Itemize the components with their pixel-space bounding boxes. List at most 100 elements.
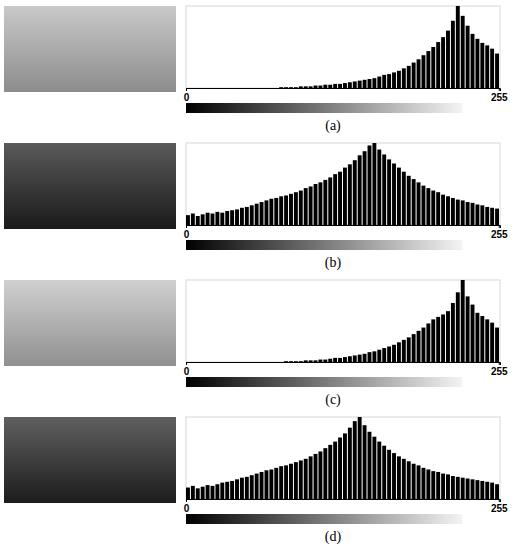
histogram-bar (441, 314, 445, 362)
histogram-bar (304, 360, 308, 362)
histogram-bar (250, 475, 254, 499)
histogram-bar (328, 177, 332, 225)
histogram-bar (304, 188, 308, 225)
histogram-bar (260, 472, 264, 499)
histogram-bar (230, 88, 234, 89)
histogram-bar (377, 350, 381, 362)
histogram-bar (289, 87, 293, 88)
histogram-bar (431, 191, 435, 225)
histogram-bar (363, 80, 367, 88)
histogram-bar (196, 216, 200, 225)
histogram-bar (343, 83, 347, 88)
tick-mark (186, 88, 187, 91)
gray-ramp (186, 514, 462, 524)
histogram-bar (284, 361, 288, 362)
histogram-bar (451, 303, 455, 362)
histogram-bar (392, 345, 396, 362)
axis-line (187, 89, 501, 92)
tick-mark (499, 499, 500, 502)
histogram-bar (240, 88, 244, 89)
histogram-bar (333, 174, 337, 225)
histogram-bar (250, 88, 254, 89)
histogram-bar (480, 316, 484, 362)
histogram-bar (191, 88, 195, 89)
tick: 0 (184, 88, 190, 103)
plot-frame (186, 143, 500, 225)
histogram-bar (402, 459, 406, 499)
histogram-bar (417, 59, 421, 88)
histogram-bar (446, 196, 450, 225)
histogram-bar (392, 453, 396, 499)
histogram-bar (284, 195, 288, 225)
histogram-bar (211, 486, 215, 499)
histogram-bar (397, 342, 401, 362)
histogram-bar (382, 348, 386, 362)
histogram-bar (250, 362, 254, 363)
histogram-bar (323, 360, 327, 362)
histogram-bar (235, 209, 239, 225)
histogram-bar (377, 150, 381, 225)
histogram-bar (196, 88, 200, 89)
histogram-bar (274, 88, 278, 89)
histogram-bar (436, 317, 440, 362)
panel: 0255(d) (4, 417, 508, 545)
figure: 0255(a)0255(b)0255(c)0255(d) (0, 0, 517, 553)
histogram-bar (475, 39, 479, 88)
histogram-bar (382, 75, 386, 88)
histogram-bar (372, 143, 376, 225)
histogram-bar (392, 164, 396, 226)
panel-title: (c) (325, 392, 341, 408)
histogram-bar (220, 362, 224, 363)
histogram-bar (240, 208, 244, 225)
histogram-bar (318, 86, 322, 88)
histogram-bar (461, 280, 465, 362)
histogram-bar (328, 445, 332, 499)
histogram-bar (215, 88, 219, 89)
histogram-bar (412, 63, 416, 88)
histogram-bar (284, 465, 288, 499)
histogram-bar (426, 469, 430, 499)
histogram-bar (466, 296, 470, 362)
tick-mark (499, 225, 500, 228)
histogram-bar (372, 351, 376, 362)
histogram-bar (348, 428, 352, 499)
histogram-bar (358, 417, 362, 499)
histogram-bar (382, 154, 386, 225)
histogram-bar (363, 354, 367, 362)
histogram-bar (422, 468, 426, 499)
histogram-bar (412, 464, 416, 499)
histogram-bar (422, 55, 426, 88)
tick-label: 0 (184, 92, 190, 103)
histogram-bar (230, 210, 234, 225)
histogram-bar (299, 460, 303, 499)
histogram-bar (402, 68, 406, 88)
panel: 0255(b) (4, 143, 508, 271)
histogram-bar (274, 362, 278, 363)
histogram-bar (279, 466, 283, 499)
histogram-bar (240, 478, 244, 499)
histogram-bar (245, 207, 249, 225)
histogram-bar (309, 360, 313, 362)
x-axis: 0255 (184, 499, 508, 514)
histogram-bar (220, 88, 224, 89)
histogram-bar (201, 214, 205, 225)
histogram-bar (461, 478, 465, 499)
tick: 255 (491, 362, 508, 377)
tick-label: 255 (491, 229, 508, 240)
histogram-bar (490, 483, 494, 499)
histogram-bar (186, 215, 190, 225)
tick: 0 (184, 362, 190, 377)
histogram-bar (431, 319, 435, 362)
panel: 0255(a) (4, 6, 508, 134)
histogram-bar (368, 432, 372, 499)
histogram-bar (318, 451, 322, 499)
histogram-bar (225, 211, 229, 225)
bars (279, 6, 499, 88)
histogram-bar (215, 484, 219, 499)
histogram-bar (245, 88, 249, 89)
histogram-bar (466, 202, 470, 225)
histogram-bar (495, 484, 499, 499)
histogram-bar (343, 357, 347, 362)
histogram-bar (363, 425, 367, 499)
histogram-bar (471, 203, 475, 225)
